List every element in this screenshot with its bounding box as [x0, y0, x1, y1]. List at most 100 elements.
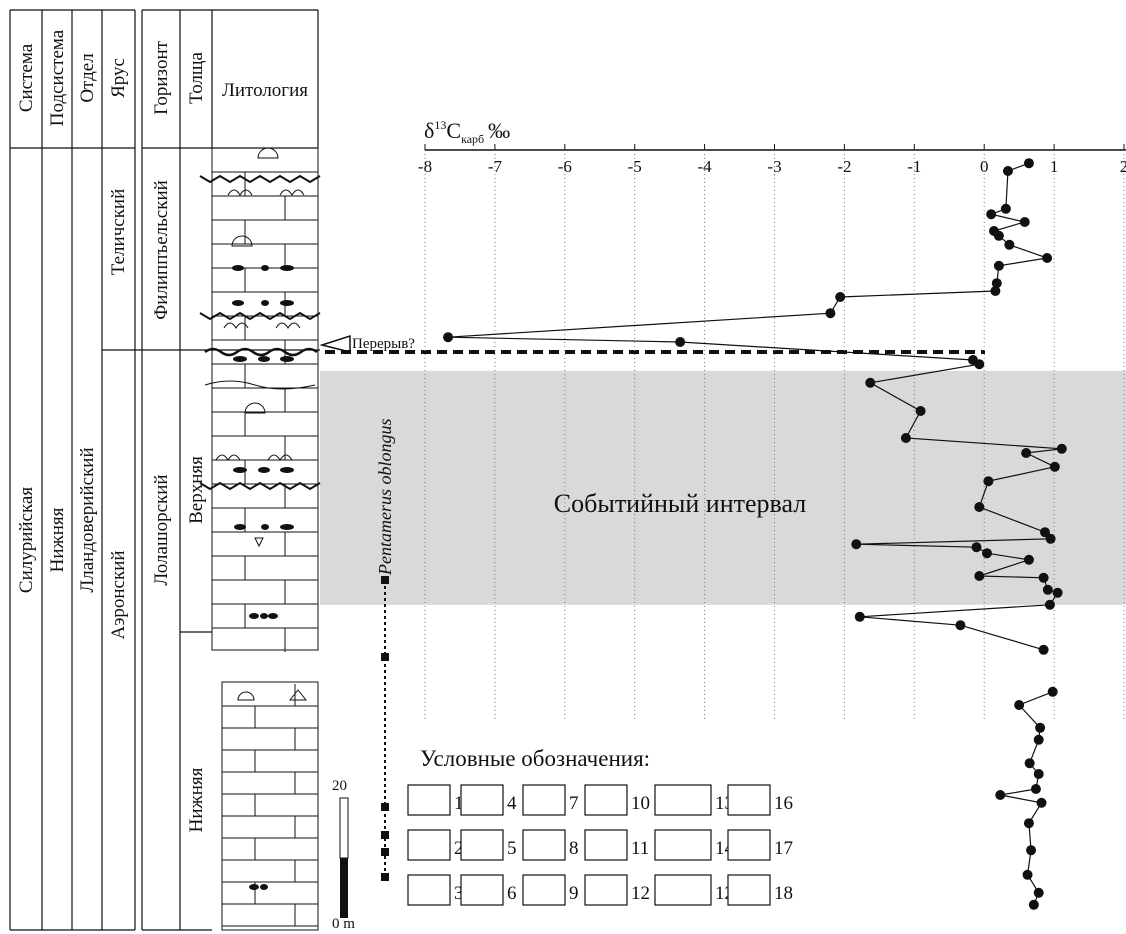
data-point: [1038, 644, 1049, 655]
legend-symbol: [654, 784, 712, 816]
legend: 1 4 7 10 13 162 5 8 11 14 173 6 9 12 12 18: [407, 784, 793, 906]
axis-title-part: карб: [461, 132, 484, 146]
profile-line: [448, 162, 1062, 651]
x-tick-label: -6: [558, 157, 572, 176]
data-point: [1035, 722, 1046, 733]
data-point: [900, 433, 911, 443]
legend-number: 2: [454, 838, 464, 859]
data-point: [1047, 686, 1058, 697]
legend-number: 4: [507, 793, 517, 814]
axis-title-part: C: [446, 118, 461, 143]
header: Система: [16, 43, 37, 112]
legend-title: Условные обозначения:: [420, 746, 650, 771]
data-point: [1022, 869, 1033, 880]
data-point: [865, 377, 876, 388]
data-point: [851, 539, 862, 550]
data-point: [1033, 769, 1044, 779]
unit-label: Лландоверийский: [77, 447, 98, 592]
data-point: [1024, 758, 1035, 769]
data-point: [1045, 533, 1056, 544]
legend-number: 16: [774, 793, 793, 814]
unit-label: Силурийская: [16, 487, 37, 593]
data-point: [995, 790, 1006, 800]
data-point: [955, 620, 966, 631]
data-point: [993, 260, 1004, 271]
data-point: [974, 359, 985, 370]
unit-label: Филиппъельский: [151, 180, 172, 320]
legend-symbol: [584, 784, 628, 816]
axis-title: δ13Cкарб ‰: [424, 118, 510, 146]
column-frame: [9, 9, 320, 931]
data-point: [1042, 584, 1053, 595]
legend-number: 11: [631, 838, 649, 859]
data-point: [1021, 448, 1032, 458]
data-point: [1023, 158, 1034, 169]
legend-number: 5: [507, 838, 517, 859]
data-point: [1014, 700, 1025, 710]
header: Ярус: [108, 58, 129, 98]
unit-label: Теличский: [108, 189, 129, 276]
legend-symbol: [654, 829, 712, 861]
legend-symbol: [407, 874, 451, 906]
data-point: [1023, 818, 1034, 829]
scale-bar: [339, 797, 349, 859]
legend-symbol: [584, 829, 628, 861]
data-point: [1030, 784, 1041, 794]
data-point: [915, 406, 926, 416]
data-point: [1044, 599, 1055, 610]
header: Отдел: [77, 53, 98, 103]
axis-title-part: ‰: [488, 118, 510, 143]
data-point: [1026, 845, 1037, 856]
legend-number: 18: [774, 883, 793, 904]
lithology-column: [199, 147, 321, 931]
legend-symbol: [654, 874, 712, 906]
legend-symbol: [407, 829, 451, 861]
data-point: [974, 571, 985, 581]
unit-label: Нижняя: [47, 507, 68, 572]
data-point: [991, 278, 1002, 289]
legend-symbol: [460, 784, 504, 816]
legend-symbol: [727, 829, 771, 861]
data-point: [1056, 443, 1067, 454]
header: Подсистема: [47, 29, 68, 126]
data-point: [1052, 587, 1063, 598]
event-interval: [320, 370, 1126, 605]
data-point: [1042, 253, 1053, 263]
x-tick-label: -7: [488, 157, 503, 176]
data-point: [1000, 203, 1011, 214]
legend-number: 10: [631, 793, 650, 814]
data-point: [1002, 166, 1013, 176]
data-point: [981, 548, 992, 559]
data-point: [1028, 899, 1039, 910]
legend-number: 3: [454, 883, 464, 904]
unit-label: Аэронский: [108, 550, 129, 639]
data-point: [983, 476, 994, 487]
header: Толща: [186, 51, 207, 104]
data-point: [990, 286, 1001, 296]
legend-symbol: [522, 874, 566, 906]
header: Литология: [222, 80, 308, 101]
axis-title-part: δ: [424, 118, 434, 143]
legend-number: 12: [631, 883, 650, 904]
axis-title-part: 13: [434, 118, 446, 132]
x-tick-label: -3: [767, 157, 781, 176]
data-point: [1040, 527, 1051, 538]
legend-symbol: [522, 784, 566, 816]
x-tick-label: -2: [837, 157, 851, 176]
unit-label: Лолашорский: [151, 474, 172, 585]
data-point: [993, 230, 1004, 241]
x-tick-label: -8: [418, 157, 432, 176]
x-tick-label: -5: [628, 157, 642, 176]
legend-number: 7: [569, 793, 579, 814]
x-tick-label: -1: [907, 157, 921, 176]
data-point: [1004, 239, 1015, 250]
legend-symbol: [407, 784, 451, 816]
legend-symbol: [727, 784, 771, 816]
scale-bar: [340, 858, 348, 918]
data-point: [1033, 734, 1044, 745]
scale-label: 0 m: [332, 916, 355, 932]
data-point: [974, 502, 985, 512]
legend-number: 1: [454, 793, 464, 814]
unit-label: Нижняя: [186, 767, 207, 832]
data-point: [986, 209, 997, 220]
